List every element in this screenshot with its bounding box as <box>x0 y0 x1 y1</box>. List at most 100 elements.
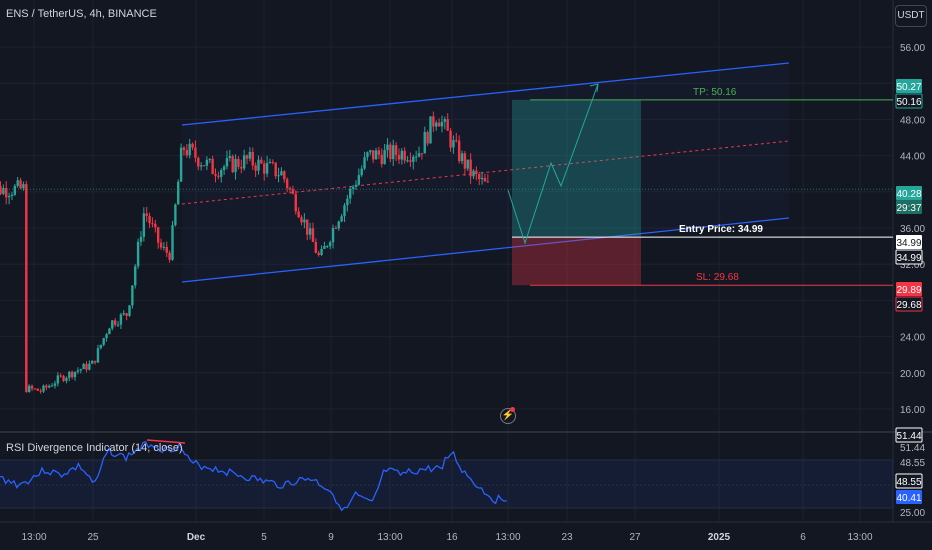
price-tag-label: 50.16 <box>896 97 921 108</box>
candle-body <box>328 242 332 246</box>
candle-body <box>472 170 475 177</box>
candle-body <box>371 150 375 160</box>
candle-body <box>469 159 472 177</box>
candle-body <box>403 150 406 161</box>
price-tick-label: 20.00 <box>900 369 925 380</box>
price-tag-box <box>896 186 922 200</box>
price-tick-label: 24.00 <box>900 333 925 344</box>
candle-body <box>414 156 418 158</box>
candle-body <box>2 187 5 194</box>
candle-body <box>360 168 363 176</box>
price-tick-label: 32.00 <box>900 260 925 271</box>
channel-lower-line <box>181 217 790 283</box>
candle-body <box>466 159 469 169</box>
candle-body <box>280 171 283 176</box>
candle-body <box>300 217 303 223</box>
candle-body <box>463 153 467 169</box>
candle-body <box>257 159 260 171</box>
projected-path-arrowhead <box>589 83 599 93</box>
candle-body <box>383 150 386 165</box>
candle-body <box>119 314 123 325</box>
lightning-icon[interactable]: ⚡ <box>500 408 516 424</box>
candle-body <box>248 151 252 159</box>
candle-body <box>13 185 17 195</box>
candle-body <box>426 132 429 144</box>
candle-body <box>412 156 415 162</box>
price-tag-label: 50.27 <box>896 82 921 93</box>
candle-body <box>326 245 329 247</box>
candle-body <box>480 177 484 180</box>
candle-body <box>271 161 275 163</box>
candle-body <box>237 158 240 167</box>
candle-body <box>354 184 358 187</box>
candle-body <box>420 153 424 155</box>
candle-body <box>113 320 117 325</box>
candle-body <box>19 180 22 189</box>
candle-body <box>50 385 54 387</box>
channel-fill <box>182 63 789 282</box>
candle-body <box>185 150 189 156</box>
candle-body <box>294 193 297 212</box>
candle-body <box>263 163 266 174</box>
rsi-tick-label: 51.44 <box>900 443 925 454</box>
candle-body <box>82 363 85 370</box>
candle-body <box>268 161 272 163</box>
rsi-tag-box <box>896 490 922 504</box>
candle-body <box>116 324 120 326</box>
candle-body <box>45 385 48 388</box>
candle-body <box>308 228 312 235</box>
candle-body <box>0 186 2 194</box>
candle-body <box>265 162 269 174</box>
candle-body <box>423 132 426 154</box>
candle-body <box>435 122 438 127</box>
candles-group <box>0 111 490 394</box>
rsi-tag-label: 48.55 <box>896 477 921 488</box>
candle-body <box>443 119 447 122</box>
price-tag-box <box>896 200 922 214</box>
candle-body <box>111 320 114 329</box>
candle-body <box>134 266 137 286</box>
candle-body <box>122 313 125 315</box>
candle-body <box>389 144 392 160</box>
candle-body <box>457 140 461 162</box>
candle-body <box>452 140 455 148</box>
entry-label: Entry Price: 34.99 <box>679 224 763 235</box>
candle-body <box>165 246 168 253</box>
price-tag-label: 29:37 <box>896 203 921 214</box>
rsi-tick-label: 25.00 <box>900 508 925 519</box>
candle-body <box>369 150 372 153</box>
candle-body <box>380 154 383 165</box>
candle-body <box>91 360 94 364</box>
candle-body <box>449 130 452 148</box>
price-tag-box <box>896 235 922 249</box>
candle-body <box>33 388 37 390</box>
candle-body <box>222 166 226 171</box>
candle-body <box>182 147 186 151</box>
rsi-indicator-title[interactable]: RSI Divergence Indicator (14, close) <box>6 442 183 454</box>
candle-body <box>400 150 404 160</box>
candle-body <box>177 181 180 205</box>
time-axis-label: 5 <box>261 532 267 543</box>
candle-body <box>105 334 108 339</box>
candle-body <box>5 187 8 198</box>
rsi-tag-label: 51.44 <box>896 431 921 442</box>
candle-body <box>7 196 11 198</box>
candle-body <box>446 119 449 131</box>
candle-body <box>88 363 91 370</box>
sl-label: SL: 29.68 <box>696 272 739 283</box>
candle-body <box>108 328 111 335</box>
channel-upper-line <box>181 62 790 126</box>
price-tick-label: 44.00 <box>900 152 925 163</box>
candle-body <box>306 219 309 235</box>
currency-button[interactable]: USDT <box>895 5 927 27</box>
rsi-tick-label: 48.55 <box>900 458 925 469</box>
candle-body <box>16 180 19 186</box>
candle-body <box>93 360 97 363</box>
price-tick-label: 56.00 <box>900 43 925 54</box>
candle-body <box>22 184 25 189</box>
price-tag-box <box>895 296 923 312</box>
candle-body <box>475 170 478 175</box>
candle-body <box>56 375 60 384</box>
candle-body <box>242 155 246 169</box>
